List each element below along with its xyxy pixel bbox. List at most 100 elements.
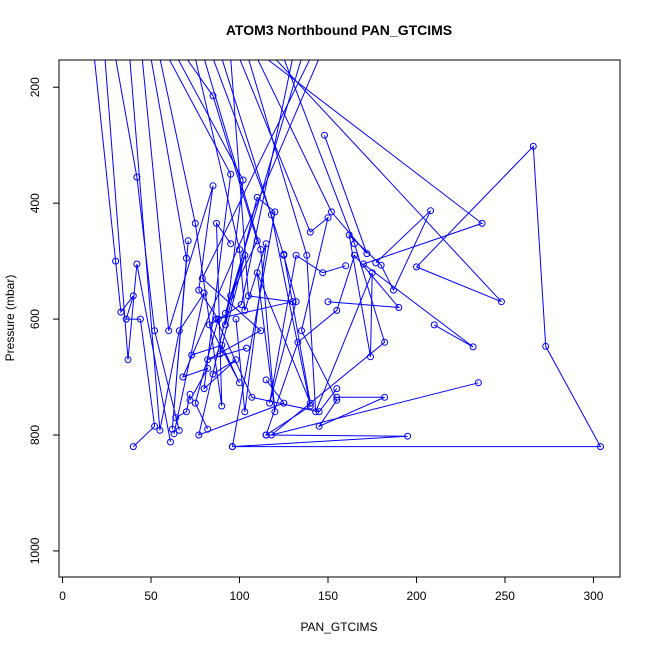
data-point bbox=[221, 321, 229, 329]
data-point bbox=[209, 182, 217, 190]
y-tick-label: 1000 bbox=[28, 537, 42, 564]
y-tick-label: 600 bbox=[28, 309, 42, 329]
data-point bbox=[333, 306, 341, 314]
data-point bbox=[333, 393, 341, 401]
data-point bbox=[239, 176, 247, 184]
data-point bbox=[333, 396, 341, 404]
data-point bbox=[306, 399, 314, 407]
x-tick-label: 100 bbox=[229, 589, 249, 603]
data-point bbox=[529, 142, 537, 150]
series-line bbox=[159, 60, 232, 407]
data-point bbox=[404, 432, 412, 440]
x-axis: 0 50 100 150 200 250 300 bbox=[59, 576, 604, 603]
data-point bbox=[186, 396, 194, 404]
data-point bbox=[170, 430, 178, 438]
data-point bbox=[315, 408, 323, 416]
series-line bbox=[267, 60, 484, 348]
y-axis: 200 400 600 800 1000 bbox=[28, 77, 60, 564]
data-point bbox=[368, 269, 376, 277]
data-point bbox=[372, 259, 380, 267]
series-line bbox=[201, 60, 311, 361]
series-line bbox=[181, 60, 319, 401]
data-point bbox=[244, 292, 252, 300]
series-line bbox=[129, 60, 205, 434]
data-point bbox=[112, 257, 120, 265]
series-line bbox=[141, 60, 219, 430]
data-point bbox=[333, 385, 341, 393]
data-point bbox=[328, 208, 335, 216]
data-point bbox=[292, 298, 300, 306]
data-point bbox=[413, 263, 420, 271]
data-point bbox=[267, 431, 275, 439]
data-point bbox=[241, 306, 249, 314]
data-point bbox=[129, 443, 137, 451]
x-tick-label: 200 bbox=[406, 589, 426, 603]
data-point bbox=[262, 431, 270, 439]
data-point bbox=[478, 219, 486, 227]
data-point bbox=[228, 443, 236, 451]
data-point bbox=[200, 385, 208, 393]
data-point bbox=[345, 231, 353, 239]
data-point bbox=[179, 373, 187, 381]
data-point bbox=[319, 269, 327, 277]
data-point bbox=[257, 246, 265, 253]
data-point bbox=[321, 131, 328, 139]
data-point bbox=[165, 327, 173, 335]
data-point bbox=[209, 92, 217, 100]
series-line bbox=[213, 60, 400, 437]
data-point bbox=[227, 170, 235, 178]
data-point bbox=[213, 315, 220, 323]
chart-title: ATOM3 Northbound PAN_GTCIMS bbox=[226, 22, 452, 38]
data-point bbox=[188, 351, 196, 359]
data-point bbox=[227, 292, 235, 300]
data-point bbox=[151, 422, 159, 430]
x-tick-label: 250 bbox=[495, 589, 515, 603]
data-point bbox=[292, 251, 300, 259]
data-point bbox=[324, 214, 332, 222]
data-point bbox=[204, 364, 212, 372]
series-line bbox=[221, 60, 346, 404]
data-point bbox=[257, 327, 265, 335]
data-point bbox=[227, 240, 235, 248]
data-point bbox=[241, 251, 249, 259]
data-point bbox=[168, 425, 176, 433]
series-line bbox=[248, 60, 432, 412]
data-point bbox=[218, 341, 226, 349]
data-point bbox=[232, 356, 240, 364]
data-point bbox=[236, 246, 243, 253]
y-axis-label: Pressure (mbar) bbox=[3, 275, 17, 362]
series-line bbox=[115, 60, 191, 431]
data-point bbox=[306, 228, 314, 236]
data-point bbox=[474, 379, 482, 387]
series-line bbox=[219, 60, 302, 355]
series-line bbox=[239, 60, 385, 428]
y-tick-label: 400 bbox=[28, 193, 42, 213]
data-point bbox=[204, 356, 212, 364]
data-point bbox=[117, 308, 125, 316]
data-point bbox=[342, 262, 350, 270]
data-point bbox=[381, 393, 389, 401]
data-point bbox=[430, 321, 438, 329]
data-point bbox=[216, 350, 224, 358]
data-point bbox=[280, 399, 288, 407]
data-point bbox=[191, 399, 199, 407]
data-point bbox=[156, 426, 164, 434]
data-point bbox=[266, 399, 274, 407]
x-tick-label: 150 bbox=[318, 589, 338, 603]
data-point bbox=[237, 301, 245, 309]
series-line bbox=[191, 60, 293, 384]
data-point bbox=[367, 353, 374, 361]
y-tick-label: 200 bbox=[28, 77, 42, 97]
x-tick-label: 50 bbox=[144, 589, 158, 603]
series-line bbox=[150, 60, 189, 430]
data-point bbox=[253, 193, 261, 201]
data-point bbox=[390, 286, 397, 294]
data-point bbox=[267, 211, 275, 219]
data-point bbox=[306, 402, 314, 410]
series-line bbox=[215, 60, 338, 413]
series-line bbox=[169, 60, 237, 390]
data-point bbox=[213, 219, 220, 227]
data-point bbox=[271, 408, 279, 416]
data-point bbox=[241, 408, 249, 416]
